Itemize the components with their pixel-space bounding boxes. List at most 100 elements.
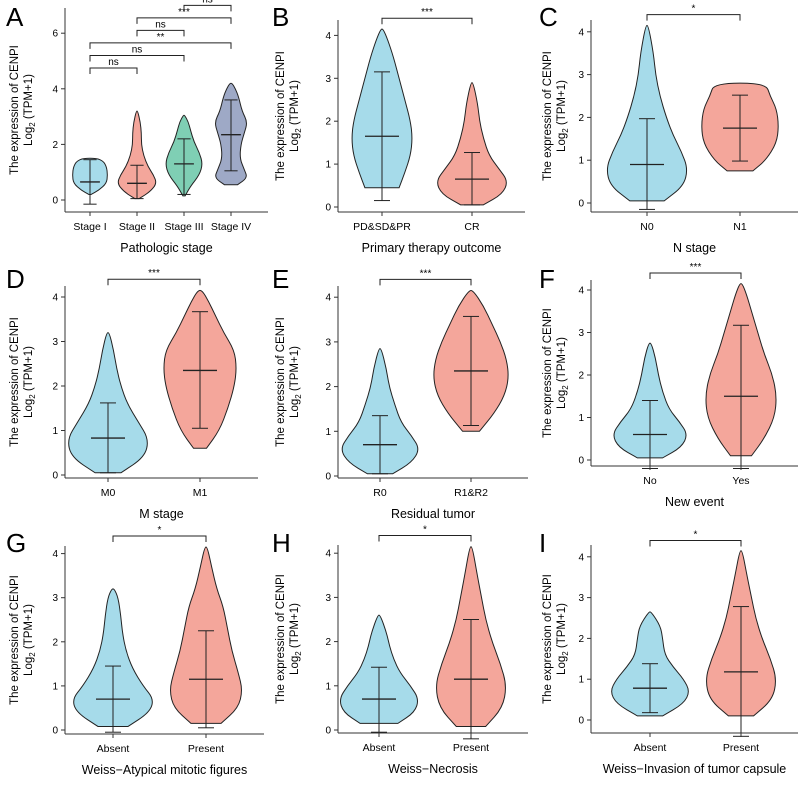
y-tick-label: 4 bbox=[52, 549, 58, 560]
y-axis-sublabel-unit: (TPM+1) bbox=[289, 346, 301, 394]
significance-label: ns bbox=[132, 44, 143, 55]
x-tick-label: Absent bbox=[363, 742, 396, 754]
y-tick-label: 0 bbox=[52, 196, 58, 207]
x-axis-title: Pathologic stage bbox=[120, 241, 212, 255]
significance-label: ns bbox=[155, 19, 166, 30]
significance-label: *** bbox=[420, 268, 432, 279]
y-axis-sublabel: Log2 (TPM+1) bbox=[23, 604, 37, 676]
violin-body bbox=[606, 24, 688, 202]
y-tick-label: 4 bbox=[578, 286, 584, 297]
y-axis-label: The expression of CENPI bbox=[275, 51, 287, 181]
y-axis-label: The expression of CENPI bbox=[542, 51, 554, 181]
significance-bracket bbox=[89, 54, 185, 62]
y-tick-label: 3 bbox=[578, 593, 584, 604]
y-tick-label: 3 bbox=[325, 593, 331, 604]
y-tick-label: 0 bbox=[578, 716, 584, 727]
y-axis-sublabel-unit: (TPM+1) bbox=[556, 603, 568, 651]
y-axis-label: The expression of CENPI bbox=[9, 575, 21, 705]
y-tick-label: 3 bbox=[52, 593, 58, 604]
panel-g: G 0 1 2 3 4 The expression of CENPI Log2 (TPM+1… bbox=[6, 525, 264, 777]
y-axis-sublabel-subscript: 2 bbox=[561, 651, 570, 656]
panel-letter: E bbox=[272, 264, 289, 294]
significance-bracket bbox=[183, 4, 232, 12]
x-tick-label: PD&SD&PR bbox=[353, 221, 411, 233]
y-axis-sublabel-log: Log bbox=[289, 133, 301, 152]
x-axis-title: Weiss−Invasion of tumor capsule bbox=[603, 762, 787, 776]
significance-label: *** bbox=[421, 7, 433, 18]
significance-bracket bbox=[646, 14, 741, 21]
panel-letter: B bbox=[272, 2, 289, 32]
significance-bracket bbox=[89, 67, 138, 74]
x-axis-title: Weiss−Atypical mitotic figures bbox=[82, 763, 247, 777]
y-axis-sublabel: Log2 (TPM+1) bbox=[556, 603, 570, 675]
y-tick-label: 2 bbox=[52, 382, 58, 393]
violin-body bbox=[341, 348, 419, 475]
y-axis-sublabel-unit: (TPM+1) bbox=[556, 337, 568, 385]
y-tick-label: 2 bbox=[325, 117, 331, 128]
y-tick-label: 4 bbox=[52, 84, 58, 95]
significance-label: * bbox=[158, 525, 162, 536]
x-tick-label: Stage II bbox=[119, 221, 155, 233]
panel-letter: D bbox=[6, 264, 25, 294]
y-axis-sublabel: Log2 (TPM+1) bbox=[556, 337, 570, 409]
significance-bracket bbox=[89, 42, 232, 49]
x-tick-label: Present bbox=[723, 742, 759, 754]
y-axis-sublabel-unit: (TPM+1) bbox=[23, 604, 35, 652]
x-tick-label: Stage IV bbox=[211, 221, 251, 233]
y-tick-label: 3 bbox=[578, 70, 584, 81]
x-tick-label: M1 bbox=[193, 487, 208, 499]
y-axis-sublabel-unit: (TPM+1) bbox=[556, 80, 568, 128]
significance-bracket bbox=[378, 535, 472, 542]
y-tick-label: 1 bbox=[578, 675, 584, 686]
y-axis-sublabel-log: Log bbox=[23, 127, 35, 146]
x-tick-label: Absent bbox=[97, 743, 130, 755]
y-axis-sublabel-log: Log bbox=[289, 656, 301, 675]
violin-body bbox=[437, 82, 507, 206]
y-tick-label: 0 bbox=[52, 471, 58, 482]
y-axis-sublabel-log: Log bbox=[556, 133, 568, 152]
y-tick-label: 0 bbox=[578, 456, 584, 467]
y-tick-label: 2 bbox=[52, 140, 58, 151]
y-axis-sublabel-unit: (TPM+1) bbox=[289, 603, 301, 651]
y-tick-label: 2 bbox=[52, 637, 58, 648]
panel-letter: I bbox=[539, 528, 546, 558]
y-axis-sublabel-subscript: 2 bbox=[294, 394, 303, 399]
y-tick-label: 2 bbox=[578, 634, 584, 645]
significance-bracket bbox=[136, 17, 232, 24]
x-tick-label: R0 bbox=[373, 487, 387, 499]
y-tick-label: 1 bbox=[52, 681, 58, 692]
y-tick-label: 1 bbox=[578, 156, 584, 167]
y-axis-sublabel: Log2 (TPM+1) bbox=[23, 346, 37, 418]
x-tick-label: Present bbox=[188, 743, 224, 755]
y-tick-label: 6 bbox=[52, 29, 58, 40]
significance-label: *** bbox=[690, 262, 702, 273]
violin-body bbox=[117, 110, 157, 200]
y-tick-label: 0 bbox=[52, 726, 58, 737]
y-axis-sublabel-subscript: 2 bbox=[294, 128, 303, 133]
x-tick-label: Stage I bbox=[73, 221, 106, 233]
y-axis-sublabel: Log2 (TPM+1) bbox=[289, 80, 303, 152]
y-axis-sublabel: Log2 (TPM+1) bbox=[556, 80, 570, 152]
x-tick-label: M0 bbox=[101, 487, 116, 499]
y-tick-label: 1 bbox=[325, 160, 331, 171]
y-axis-label: The expression of CENPI bbox=[542, 574, 554, 704]
violin-body bbox=[73, 588, 153, 727]
x-tick-label: R1&R2 bbox=[454, 487, 488, 499]
y-axis-sublabel-subscript: 2 bbox=[561, 128, 570, 133]
panel-letter: G bbox=[6, 528, 26, 558]
y-axis-sublabel-log: Log bbox=[23, 399, 35, 418]
x-tick-label: N0 bbox=[640, 221, 654, 233]
significance-label: ** bbox=[157, 32, 165, 43]
x-axis-title: Residual tumor bbox=[391, 507, 475, 521]
x-tick-label: No bbox=[643, 475, 657, 487]
y-tick-label: 2 bbox=[325, 382, 331, 393]
x-tick-label: N1 bbox=[733, 221, 747, 233]
significance-bracket bbox=[649, 272, 742, 279]
